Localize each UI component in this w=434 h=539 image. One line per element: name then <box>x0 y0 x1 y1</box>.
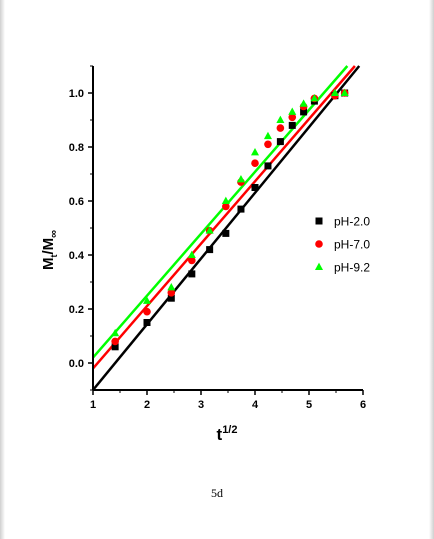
data-point-series-3 <box>299 99 308 107</box>
data-point-series-2 <box>222 202 230 211</box>
y-tick-label-0.0: 0.0 <box>69 358 84 370</box>
x-tick-label-1: 1 <box>90 399 96 411</box>
legend-marker-1 <box>315 217 323 225</box>
x-tick-label-5: 5 <box>306 399 312 411</box>
tick-labels: 1 2 3 4 5 6 0.0 0.2 0.4 0.6 0.8 1.0 <box>69 88 366 411</box>
data-point-series-1 <box>222 229 230 237</box>
fit-line-3 <box>92 65 349 359</box>
data-point-series-3 <box>250 147 260 156</box>
data-point-series-1 <box>206 246 214 254</box>
data-point-series-3 <box>310 93 319 102</box>
data-point-series-2 <box>167 289 176 297</box>
x-tick-label-4: 4 <box>252 399 259 411</box>
y-axis-title: Mt/M∞ <box>40 230 60 270</box>
data-point-series-3 <box>288 107 297 115</box>
data-point-series-1 <box>264 162 272 170</box>
figure-canvas <box>5 0 429 539</box>
data-point-series-3 <box>167 282 176 291</box>
fit-line-1 <box>92 65 361 391</box>
data-point-series-3 <box>263 131 272 140</box>
data-point-series-3 <box>340 88 349 96</box>
y-tick-label-1.0: 1.0 <box>69 88 84 100</box>
x-tick-label-6: 6 <box>360 399 366 411</box>
data-point-series-1 <box>276 138 284 146</box>
data-point-series-2 <box>188 256 196 265</box>
data-point-series-3 <box>221 196 230 204</box>
data-point-series-3 <box>205 226 214 234</box>
y-tick-label-0.8: 0.8 <box>69 142 84 154</box>
fit-line-2 <box>92 65 356 370</box>
x-axis-title: t1/2 <box>217 424 238 444</box>
data-point-series-1 <box>288 121 296 129</box>
data-markers <box>111 88 349 351</box>
data-point-series-1 <box>300 108 308 116</box>
data-point-series-1 <box>111 343 119 351</box>
y-tick-label-0.6: 0.6 <box>69 196 84 208</box>
data-point-series-3 <box>330 88 339 96</box>
data-point-series-3 <box>276 115 285 123</box>
legend-marker-2 <box>315 240 323 248</box>
data-point-series-1 <box>167 294 175 302</box>
data-point-series-1 <box>143 319 151 326</box>
data-point-series-3 <box>236 174 245 183</box>
data-point-series-2 <box>111 337 119 346</box>
legend: pH-2.0 pH-7.0 pH-9.2 <box>314 215 370 275</box>
data-point-series-2 <box>264 140 272 149</box>
data-point-series-1 <box>188 270 196 278</box>
data-point-series-3 <box>142 296 152 304</box>
data-point-series-3 <box>187 250 196 258</box>
data-point-series-1 <box>251 184 259 191</box>
data-point-series-3 <box>111 328 120 337</box>
legend-label-2: pH-7.0 <box>334 238 370 252</box>
data-point-series-2 <box>143 307 151 316</box>
data-point-series-2 <box>288 113 297 122</box>
x-tick-label-3: 3 <box>198 399 204 411</box>
data-point-series-2 <box>276 124 285 132</box>
y-tick-label-0.2: 0.2 <box>69 304 84 316</box>
data-point-series-2 <box>251 159 259 167</box>
figure-caption: 5d <box>211 486 223 500</box>
legend-marker-3 <box>314 262 324 270</box>
y-tick-label-0.4: 0.4 <box>69 250 85 262</box>
axes <box>88 65 364 395</box>
data-point-series-1 <box>237 205 245 213</box>
fit-lines <box>92 65 361 391</box>
x-tick-label-2: 2 <box>144 399 150 411</box>
legend-label-1: pH-2.0 <box>334 215 370 229</box>
legend-label-3: pH-9.2 <box>334 261 370 275</box>
